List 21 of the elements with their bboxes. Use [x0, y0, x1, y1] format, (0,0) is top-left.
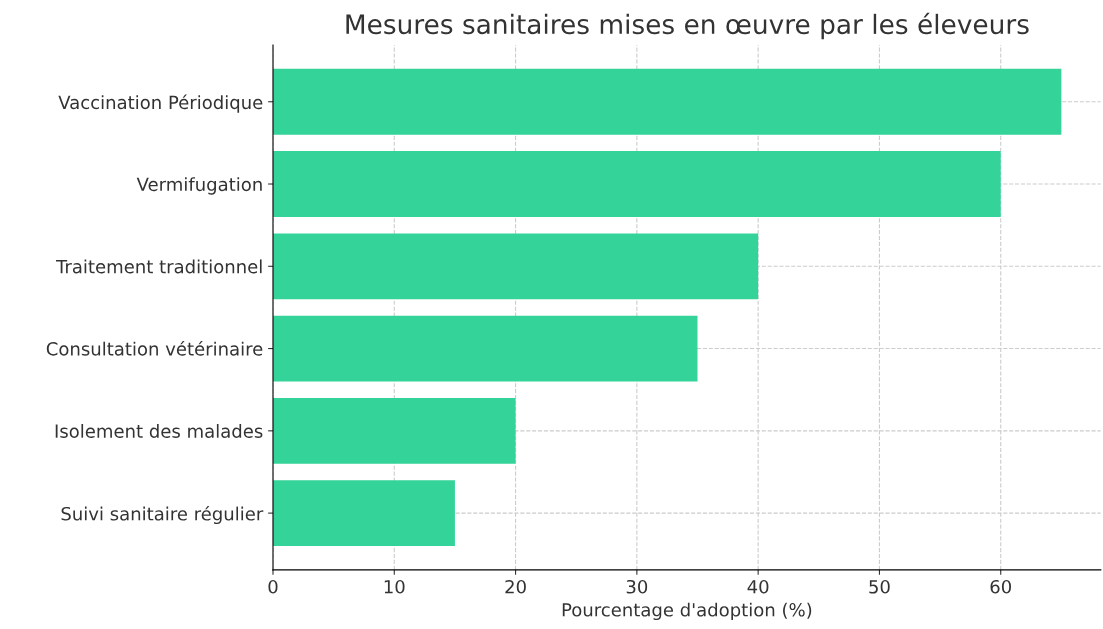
- bar: [272, 315, 698, 382]
- x-tick-label: 60: [990, 579, 1012, 594]
- x-tick-label: 0: [268, 579, 278, 594]
- y-tick-label: Suivi sanitaire régulier: [61, 505, 264, 525]
- bar: [272, 480, 455, 547]
- bar: [272, 233, 759, 300]
- x-tick-label: 40: [747, 579, 769, 594]
- x-tick-label: 10: [384, 579, 405, 594]
- y-tick-label: Consultation vétérinaire: [46, 340, 263, 356]
- y-tick-label: Isolement des malades: [55, 423, 263, 438]
- bar: [272, 68, 1062, 135]
- x-tick-label: 50: [869, 579, 890, 594]
- y-tick-label: Traitement traditionnel: [56, 259, 262, 274]
- y-tick-label: Vaccination Périodique: [58, 94, 263, 113]
- x-tick-label: 30: [626, 579, 648, 594]
- chart-title: Mesures sanitaires mises en œuvre par les éleveurs: [346, 12, 1029, 40]
- x-axis-title: Pourcentage d'adoption (%): [562, 602, 812, 621]
- x-tick-label: 20: [505, 579, 526, 594]
- bar: [272, 151, 1001, 217]
- y-tick-label: Vermifugation: [136, 177, 262, 195]
- bar: [272, 397, 516, 464]
